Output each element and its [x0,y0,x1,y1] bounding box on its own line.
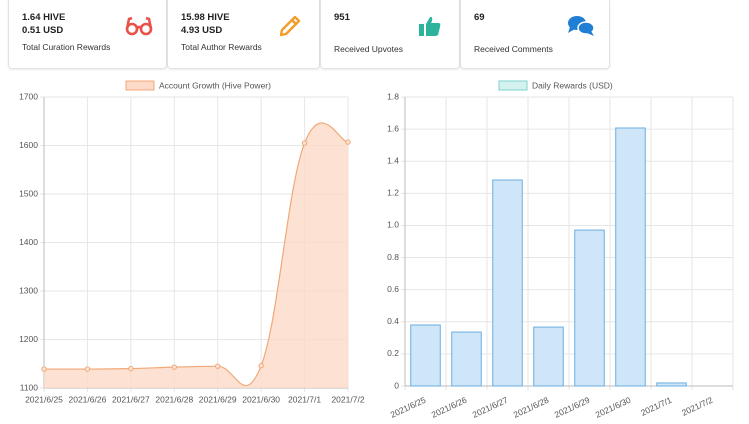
point [258,362,264,369]
point [301,140,308,146]
point [84,366,91,372]
x-tick-label: 2021/6/28 [155,394,193,404]
y-tick-label: 1700 [19,91,38,101]
x-tick-label: 2021/6/27 [112,394,150,404]
bar [615,127,646,387]
stat-caption: Received Upvotes [334,44,403,54]
stat-card: 15.98 HIVE 4.93 USD Total Author Rewards [167,0,320,69]
y-tick-label: 0.2 [387,348,399,358]
y-tick-label: 1600 [19,140,38,150]
x-tick-label: 2021/7/1 [639,395,673,418]
x-tick-label: 2021/6/25 [389,395,428,420]
y-tick-label: 1.8 [387,91,399,101]
bar [492,179,523,387]
x-tick-label: 2021/6/26 [69,394,107,404]
y-tick-label: 0.4 [387,316,399,326]
y-tick-label: 1200 [19,334,38,344]
x-tick-label: 2021/6/30 [594,395,633,420]
x-tick-label: 2021/7/1 [288,394,321,404]
point [41,366,47,372]
area [44,122,348,389]
y-tick-label: 1.0 [387,220,399,230]
comments-icon [568,16,595,36]
y-tick-label: 1300 [19,285,38,295]
point [215,363,221,369]
x-tick-label: 2021/6/29 [199,394,237,404]
y-tick-label: 1.4 [387,155,399,165]
x-tick-label: 2021/7/2 [680,395,714,418]
stat-card: 69 Received Comments [460,0,610,69]
glasses-icon [125,16,153,36]
x-tick-label: 2021/7/2 [331,394,364,404]
stat-value: 1.64 HIVE [22,12,66,23]
pencil-icon [279,15,301,37]
stat-value: 15.98 HIVE [181,12,230,23]
bar [574,229,605,387]
y-tick-label: 1100 [20,382,39,392]
stat-value: 69 [474,12,485,23]
stat-caption: Total Author Rewards [181,42,262,52]
point [128,365,134,372]
thumbs-up-icon [419,16,441,36]
stat-card: 1.64 HIVE 0.51 USD Total Curation Reward… [8,0,167,69]
bar [533,326,564,387]
stat-caption: Received Comments [474,44,553,54]
x-tick-label: 2021/6/29 [553,395,592,420]
stat-value: 0.51 USD [22,25,64,36]
y-tick-label: 1400 [19,237,38,247]
x-tick-label: 2021/6/27 [471,395,510,420]
stat-value: 4.93 USD [181,25,223,36]
x-tick-label: 2021/6/25 [25,394,63,404]
y-tick-label: 1.2 [387,188,399,198]
y-tick-label: 0 [394,380,399,390]
x-tick-label: 2021/6/30 [242,394,280,404]
legend-swatch [498,80,528,91]
bar [451,331,482,387]
point [171,364,177,370]
stat-value: 951 [334,12,350,23]
y-tick-label: 1500 [19,188,38,198]
bar [410,324,441,387]
legend-swatch [125,80,155,91]
x-tick-label: 2021/6/26 [430,395,469,420]
stat-card: 951 Received Upvotes [320,0,460,69]
stat-caption: Total Curation Rewards [22,42,111,52]
y-tick-label: 1.6 [387,123,399,133]
x-tick-label: 2021/6/28 [512,395,551,420]
bar [656,382,687,387]
y-tick-label: 0.6 [387,284,399,294]
legend-label: Account Growth (Hive Power) [159,80,271,90]
y-tick-label: 0.8 [387,252,399,262]
legend-label: Daily Rewards (USD) [532,80,613,90]
point [345,139,351,145]
